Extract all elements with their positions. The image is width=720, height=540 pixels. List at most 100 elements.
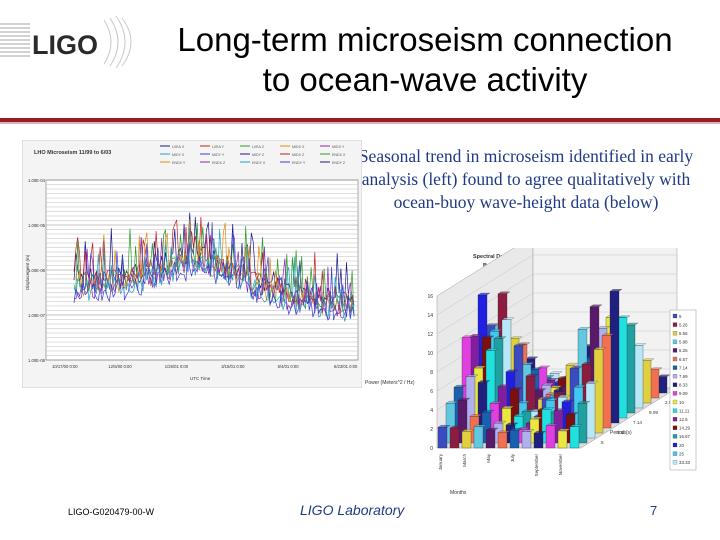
page-number: 7	[650, 503, 658, 518]
period-label: 5.56	[617, 430, 626, 435]
legend-label: 9.09	[679, 391, 688, 396]
bar	[577, 403, 588, 444]
legend-label: ENDX Y	[172, 161, 186, 165]
bar	[521, 431, 532, 449]
month-label: January	[438, 453, 443, 470]
legend-label: ENDY Z	[332, 161, 346, 165]
period-label: 7.14	[633, 420, 642, 425]
x-tick-label: 1/25/01 0:00	[165, 364, 189, 369]
bar	[657, 376, 668, 394]
legend-label: 7.69	[679, 374, 688, 379]
x-tick-label: 12/6/00 0:00	[108, 364, 132, 369]
month-label: September	[534, 454, 539, 477]
ligo-logo: LIGO	[0, 14, 145, 70]
legend-swatch	[672, 442, 678, 448]
bar-top	[625, 322, 639, 326]
bar-top	[481, 335, 495, 339]
z-tick-label: 2	[430, 427, 433, 433]
legend-label: MIDX Z	[292, 153, 305, 157]
legend-label: 16.67	[679, 434, 691, 439]
chart1-x-ticks: 10/17/00 0:00 12/6/00 0:00 1/25/01 0:00 3/1…	[52, 364, 358, 369]
chart2-ylabel: Period (s)	[610, 430, 632, 436]
slide-title: Long-term microseism connection to ocean…	[130, 20, 720, 100]
chart2-xlabel: Months	[450, 490, 467, 496]
legend-label: 10	[679, 400, 684, 405]
legend-label: ENDX Z	[212, 161, 226, 165]
x-tick-label: 3/15/01 0:00	[221, 364, 245, 369]
legend-label: ENDX X	[332, 153, 346, 157]
y-tick-label: 1.00E-07	[28, 313, 46, 318]
bar	[649, 369, 660, 399]
legend-label: 8.33	[679, 383, 688, 388]
chart1-title: LHO Microseism 11/99 to 6/03	[34, 150, 111, 156]
bar-top	[457, 397, 471, 401]
bar-top	[497, 384, 511, 387]
bar	[461, 431, 472, 449]
bar-top	[545, 378, 559, 381]
legend-label: 5.88	[679, 340, 688, 345]
chart1-xlabel: UTC Time	[190, 376, 211, 381]
bar-top	[521, 362, 535, 365]
series-line	[73, 222, 355, 317]
z-tick-label: 14	[427, 313, 433, 319]
bar-top	[585, 380, 599, 384]
legend-label: 20	[679, 443, 684, 448]
period-label: 5	[601, 440, 604, 445]
chart1-legend: LVEA X LVEA Y LVEA Z MIDX X MIDX Y MIDY X MIDY…	[160, 145, 346, 165]
bar	[557, 430, 568, 449]
y-tick-label: 1.00E-06	[28, 268, 46, 273]
z-tick-label: 4	[430, 408, 433, 414]
bar-top	[533, 388, 547, 391]
bar-top	[505, 422, 519, 426]
bar-top	[513, 413, 527, 417]
bar	[569, 426, 580, 449]
x-tick-label: 5/4/01 0:00	[278, 364, 300, 369]
month-label: May	[486, 453, 491, 462]
legend-label: 5.56	[679, 331, 688, 336]
legend-label: 7.14	[679, 365, 688, 370]
bar-top	[541, 407, 555, 410]
bar-top	[589, 304, 603, 307]
month-label: November	[558, 454, 563, 476]
bar	[497, 432, 508, 449]
bar-top	[509, 387, 523, 390]
bar-top	[473, 424, 487, 427]
series-line	[73, 219, 355, 317]
bar	[545, 425, 556, 449]
legend-label: LVEA X	[172, 145, 185, 149]
footer-lab-name: LIGO Laboratory	[300, 502, 405, 518]
legend-label: MIDY Z	[252, 153, 265, 157]
chart1-y-ticks: 1.00E-04 1.00E-05 1.00E-06 1.00E-07 1.00E-08	[28, 178, 46, 363]
legend-label: 11.11	[679, 408, 690, 413]
bar-top	[641, 358, 655, 361]
legend-label: MIDX X	[292, 145, 305, 149]
z-tick-label: 10	[427, 351, 433, 357]
x-tick-label: 10/17/00 0:00	[52, 364, 78, 369]
bar	[473, 426, 484, 449]
bar-top	[461, 335, 475, 338]
bar	[449, 427, 460, 449]
bar-top	[549, 371, 563, 374]
bar-top	[545, 423, 559, 426]
chart2-zlabel: Power (Meters^2 / Hz)	[365, 380, 415, 386]
bar-top	[525, 373, 539, 377]
bar	[625, 324, 636, 414]
bar-top	[525, 356, 539, 359]
legend-label: ENDY X	[252, 161, 266, 165]
legend-swatch	[672, 348, 678, 353]
legend-swatch	[672, 365, 678, 370]
period-label: 9.09	[649, 410, 658, 415]
bar	[633, 345, 644, 409]
legend-label: MIDX Y	[332, 145, 345, 149]
slide-description: Seasonal trend in microseism identified …	[358, 146, 694, 212]
bar-top	[493, 420, 507, 424]
y-tick-label: 1.00E-08	[28, 358, 46, 363]
bar	[617, 317, 628, 419]
chart2-legend: 5 5.26 5.56 5.88 6.25 6.67 7.14 7.69 8.33 9.09 10 1…	[669, 309, 697, 471]
bar-top	[437, 425, 451, 428]
month-label: July	[510, 453, 515, 462]
z-tick-label: 12	[427, 332, 433, 338]
bar-top	[649, 367, 663, 370]
microseism-chart: LHO Microseism 11/99 to 6/03 LVEA X LVEA …	[21, 139, 363, 389]
bar-top	[513, 343, 527, 347]
